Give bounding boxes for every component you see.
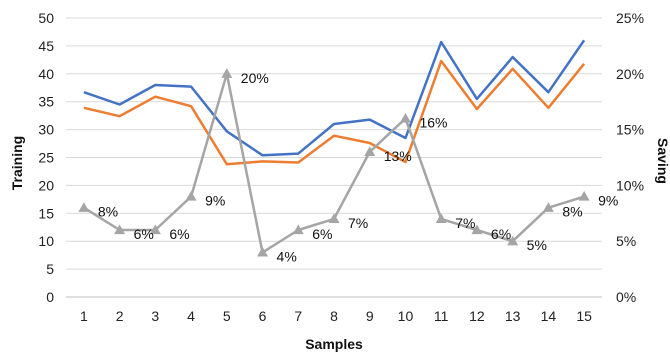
x-tick-label: 6 (259, 308, 267, 324)
data-label: 6% (134, 226, 154, 242)
x-tick-label: 1 (80, 308, 88, 324)
triangle-marker (257, 246, 269, 257)
y-tick-label: 35 (38, 94, 54, 110)
triangle-marker (114, 224, 126, 235)
data-label: 4% (277, 248, 297, 264)
x-tick-label: 13 (505, 308, 521, 324)
x-tick-label: 9 (366, 308, 374, 324)
triangle-marker (507, 235, 519, 246)
y-tick-label: 0 (46, 289, 54, 305)
data-label: 13% (384, 148, 412, 164)
y2-tick-label: 15% (616, 122, 644, 138)
data-label: 9% (598, 193, 618, 209)
x-tick-label: 7 (294, 308, 302, 324)
triangle-marker (328, 213, 340, 224)
y2-tick-label: 20% (616, 66, 644, 82)
x-tick-label: 12 (469, 308, 485, 324)
x-tick-label: 4 (187, 308, 195, 324)
y-tick-label: 30 (38, 122, 54, 138)
x-tick-label: 8 (330, 308, 338, 324)
y-tick-label: 40 (38, 66, 54, 82)
y2-tick-label: 25% (616, 10, 644, 26)
x-tick-label: 11 (434, 308, 449, 324)
data-label: 8% (562, 204, 582, 220)
x-tick-label: 14 (541, 308, 557, 324)
y-tick-label: 5 (46, 261, 54, 277)
data-label: 20% (241, 70, 269, 86)
x-tick-label: 5 (223, 308, 231, 324)
y2-tick-label: 5% (616, 233, 636, 249)
triangle-marker (578, 191, 590, 201)
y-tick-label: 10 (38, 233, 54, 249)
y-tick-label: 25 (38, 150, 54, 166)
x-tick-label: 10 (398, 308, 414, 324)
data-label: 8% (98, 204, 118, 220)
y-tick-label: 20 (38, 177, 54, 193)
data-label: 9% (205, 193, 225, 209)
series-line (83, 59, 586, 166)
triangle-marker (292, 224, 304, 235)
triangle-marker (185, 191, 197, 201)
y-axis-title: Training (9, 136, 25, 190)
data-label: 7% (348, 215, 368, 231)
series-line (83, 39, 586, 157)
triangle-marker (364, 146, 376, 157)
y-tick-label: 50 (38, 10, 54, 26)
data-label: 16% (419, 114, 447, 130)
x-tick-label: 3 (151, 308, 159, 324)
triangle-marker (435, 213, 447, 224)
data-label: 6% (491, 226, 511, 242)
data-label: 6% (169, 226, 189, 242)
triangle-marker (471, 224, 483, 235)
x-tick-label: 15 (576, 308, 592, 324)
triangle-marker (149, 224, 161, 235)
y2-tick-label: 0% (616, 289, 636, 305)
y2-axis-title: Saving (655, 138, 670, 184)
data-labels: 8% 6% 6% 9% 20% 4% 6% 7% 13% 16% 7% 6% 5% 8% 9% (98, 70, 619, 265)
data-label: 5% (527, 237, 547, 253)
series-group (78, 39, 590, 257)
y-tick-label: 45 (38, 38, 54, 54)
data-label: 6% (312, 226, 332, 242)
triangle-marker (221, 68, 233, 78)
triangle-marker (399, 112, 411, 123)
gridlines (66, 17, 602, 298)
triangle-marker (542, 202, 554, 212)
data-label: 7% (455, 215, 475, 231)
x-tick-label: 2 (116, 308, 124, 324)
y2-tick-label: 10% (616, 177, 644, 193)
x-axis-title: Samples (305, 336, 363, 352)
y-tick-label: 15 (38, 205, 54, 221)
triangle-marker (78, 202, 90, 212)
